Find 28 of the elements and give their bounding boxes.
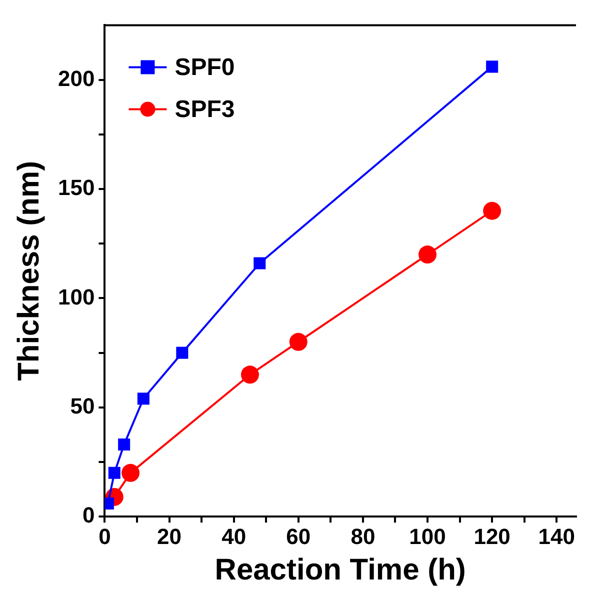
x-tick-label: 20 [157,524,182,549]
x-tick-label: 80 [350,524,376,549]
x-axis-title: Reaction Time (h) [214,553,466,586]
y-axis-title: Thickness (nm) [12,160,46,381]
legend-label: SPF3 [174,96,235,123]
point [486,60,498,73]
legend-label: SPF0 [174,54,235,81]
y-tick-label: 50 [70,393,95,418]
y-tick-label: 0 [82,502,95,528]
point [137,392,150,405]
point [240,366,259,384]
y-tick-label: 200 [58,66,95,91]
point [289,332,308,351]
point [254,257,266,270]
x-tick-label: 100 [409,524,446,549]
x-tick-label: 120 [474,524,510,549]
point [122,464,140,482]
point [418,246,437,264]
y-tick-label: 150 [58,175,95,200]
x-tick-label: 0 [98,524,111,549]
point [118,438,130,451]
point [108,466,120,479]
x-tick-label: 140 [538,524,575,549]
point [176,346,188,359]
y-tick-label: 100 [58,284,95,310]
x-tick-label: 60 [286,524,311,549]
point [483,202,502,220]
x-tick-label: 40 [222,524,246,549]
